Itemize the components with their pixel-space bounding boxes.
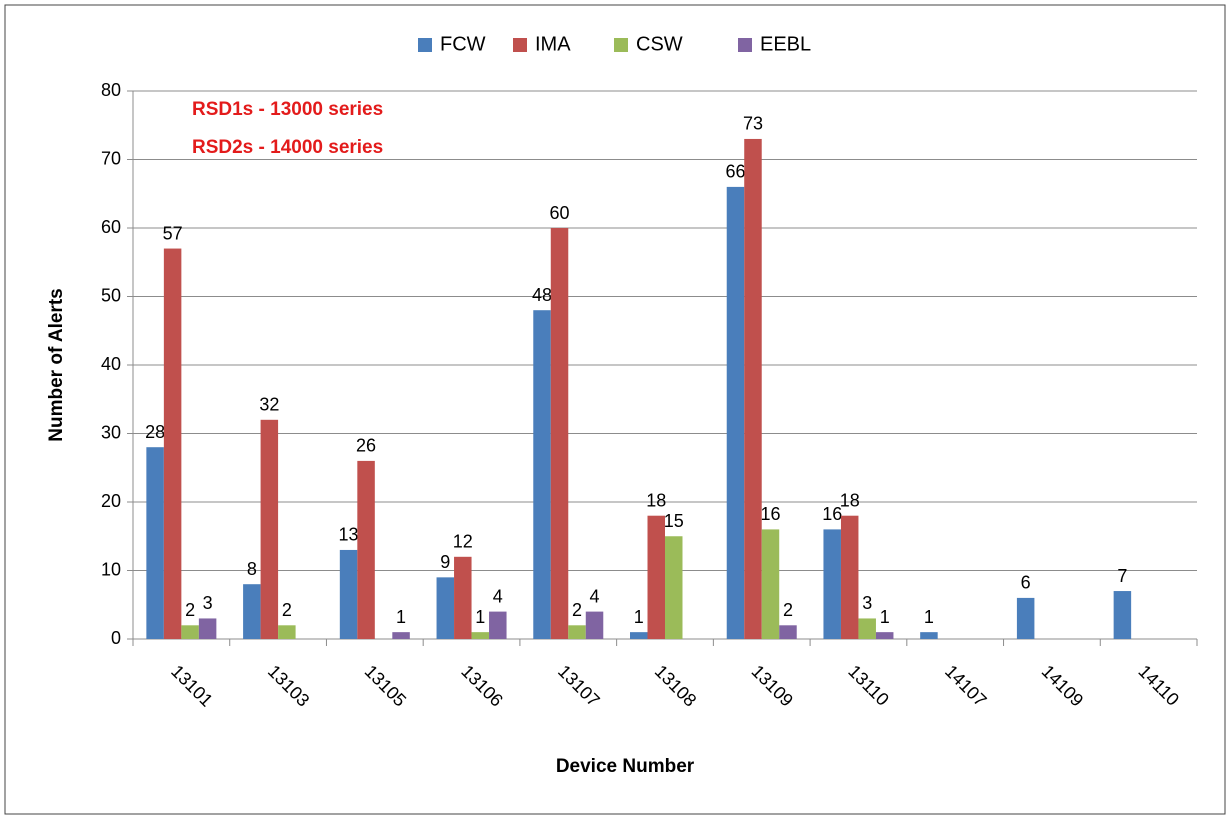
bar bbox=[665, 536, 683, 639]
legend-label: CSW bbox=[636, 33, 683, 55]
data-label: 26 bbox=[356, 436, 376, 456]
legend-label: FCW bbox=[440, 33, 486, 55]
bar bbox=[630, 632, 648, 639]
data-label: 16 bbox=[760, 504, 780, 524]
y-tick-label: 60 bbox=[101, 217, 121, 237]
data-label: 16 bbox=[822, 504, 842, 524]
bar bbox=[260, 419, 279, 639]
bar bbox=[823, 529, 841, 639]
data-label: 12 bbox=[453, 532, 473, 552]
data-label: 7 bbox=[1117, 566, 1127, 586]
data-label: 1 bbox=[880, 607, 890, 627]
x-axis-title: Device Number bbox=[556, 756, 695, 777]
data-label: 57 bbox=[163, 223, 183, 243]
bar bbox=[550, 228, 569, 639]
data-label: 9 bbox=[440, 552, 450, 572]
data-label: 8 bbox=[247, 559, 257, 579]
y-tick-label: 80 bbox=[101, 80, 121, 100]
y-tick-label: 50 bbox=[101, 285, 121, 305]
legend-label: EEBL bbox=[760, 33, 811, 55]
data-label: 73 bbox=[743, 114, 763, 134]
bar bbox=[744, 138, 762, 639]
data-label: 1 bbox=[634, 607, 644, 627]
bar bbox=[761, 529, 780, 639]
bar bbox=[568, 625, 586, 639]
data-label: 48 bbox=[532, 285, 552, 305]
bar bbox=[436, 577, 455, 639]
bar bbox=[392, 632, 410, 639]
data-label: 2 bbox=[282, 600, 292, 620]
y-tick-label: 30 bbox=[101, 422, 121, 442]
bar bbox=[533, 310, 551, 639]
y-tick-label: 20 bbox=[101, 491, 121, 511]
legend-swatch bbox=[418, 38, 432, 52]
bar bbox=[243, 584, 261, 639]
bar bbox=[163, 248, 182, 640]
data-label: 1 bbox=[475, 607, 485, 627]
bar bbox=[357, 460, 375, 639]
chart-border bbox=[4, 4, 1226, 815]
annotation: RSD2s - 14000 series bbox=[192, 137, 383, 158]
y-axis-title: Number of Alerts bbox=[46, 288, 67, 441]
y-tick-label: 0 bbox=[111, 628, 121, 648]
bar bbox=[454, 556, 472, 639]
data-label: 66 bbox=[725, 162, 745, 182]
data-label: 13 bbox=[339, 525, 359, 545]
annotation: RSD1s - 13000 series bbox=[192, 99, 383, 120]
bar bbox=[489, 611, 507, 639]
data-label: 1 bbox=[396, 607, 406, 627]
bar bbox=[875, 632, 894, 639]
bar bbox=[278, 625, 296, 639]
bar bbox=[920, 632, 938, 639]
legend-swatch bbox=[738, 38, 752, 52]
bar bbox=[1113, 591, 1132, 639]
legend-label: IMA bbox=[535, 33, 571, 55]
bar bbox=[181, 625, 199, 639]
bar bbox=[585, 611, 604, 639]
data-label: 28 bbox=[145, 422, 165, 442]
data-label: 2 bbox=[572, 600, 582, 620]
data-label: 32 bbox=[259, 395, 279, 415]
bar bbox=[840, 515, 859, 639]
data-label: 18 bbox=[646, 490, 666, 510]
y-tick-label: 70 bbox=[101, 148, 121, 168]
data-label: 15 bbox=[664, 511, 684, 531]
y-tick-label: 40 bbox=[101, 354, 121, 374]
data-label: 4 bbox=[590, 586, 600, 606]
data-label: 60 bbox=[550, 203, 570, 223]
data-label: 4 bbox=[493, 586, 503, 606]
bar bbox=[1016, 597, 1035, 639]
data-label: 18 bbox=[840, 490, 860, 510]
bar bbox=[146, 447, 164, 639]
data-label: 2 bbox=[185, 600, 195, 620]
data-label: 6 bbox=[1021, 573, 1031, 593]
data-label: 2 bbox=[783, 600, 793, 620]
bar bbox=[339, 549, 358, 639]
data-label: 3 bbox=[862, 593, 872, 613]
bar bbox=[198, 618, 217, 639]
legend-swatch bbox=[614, 38, 628, 52]
y-tick-label: 10 bbox=[101, 559, 121, 579]
legend-swatch bbox=[513, 38, 527, 52]
bar bbox=[779, 625, 797, 639]
bar bbox=[726, 186, 745, 639]
data-label: 1 bbox=[924, 607, 934, 627]
bar bbox=[858, 618, 876, 639]
data-label: 3 bbox=[203, 593, 213, 613]
bar bbox=[471, 632, 490, 639]
bar bbox=[647, 515, 665, 639]
